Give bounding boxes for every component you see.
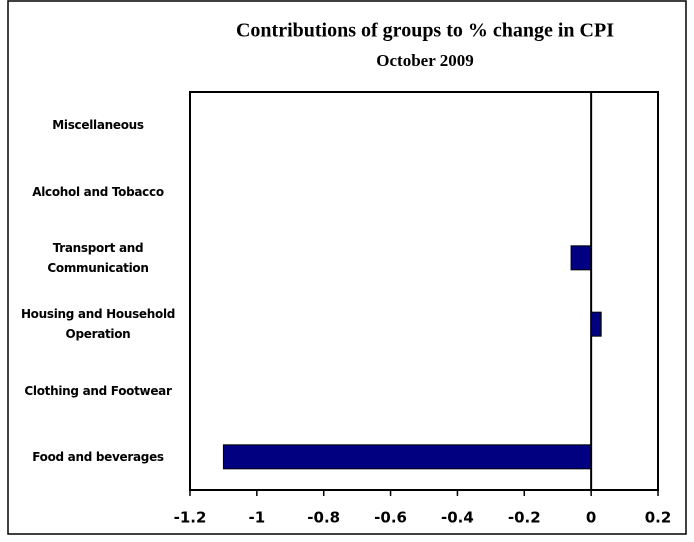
x-tick-label: 0 [586,509,596,527]
x-tick-label: -0.4 [441,509,474,527]
y-tick-label: Transport and Communication [47,240,149,275]
y-tick-label: Food and beverages [32,449,164,464]
x-tick-label: -0.6 [374,509,407,527]
plot-area [189,91,659,491]
x-tick-label: -0.8 [307,509,340,527]
chart-subtitle: October 2009 [376,51,473,70]
chart-title: Contributions of groups to % change in C… [236,20,614,42]
y-tick-label: Housing and Household Operation [20,307,176,342]
x-tick-label: -1.2 [174,509,207,527]
x-tick-label: -0.2 [508,509,541,527]
x-tick-label: 0.2 [645,509,672,527]
x-tick-label: -1 [249,509,266,527]
y-tick-label: Miscellaneous [52,118,144,133]
bar [222,444,592,470]
outer-border [7,0,687,535]
bar [570,245,592,271]
y-tick-label: Clothing and Footwear [24,383,172,398]
bar [590,311,602,337]
y-tick-label: Alcohol and Tobacco [32,184,164,199]
